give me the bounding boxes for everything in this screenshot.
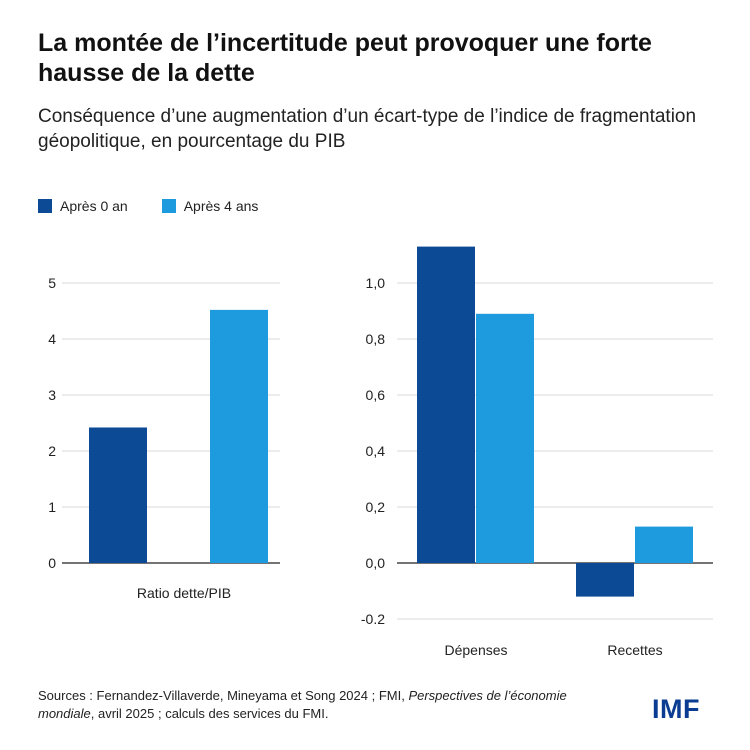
y-tick-label-1-2: 0,2	[366, 499, 386, 515]
y-tick-label-1-4: 0,6	[366, 387, 386, 403]
legend-swatch-after-0	[38, 199, 52, 213]
legend: Après 0 an Après 4 ans	[38, 198, 292, 214]
y-tick-label-0-4: 4	[48, 331, 56, 347]
legend-item-after-0: Après 0 an	[38, 198, 128, 214]
chart-subtitle: Conséquence d’une augmentation d’un écar…	[38, 106, 697, 152]
sources-suffix: , avril 2025 ; calculs des services du F…	[90, 706, 329, 721]
category-label-0-0: Ratio dette/PIB	[137, 585, 231, 601]
y-tick-label-0-2: 2	[48, 443, 56, 459]
bar-1-0-1	[476, 313, 534, 563]
sources-italic: Perspectives de l’économie mondiale	[38, 688, 567, 721]
category-label-1-0: Dépenses	[444, 642, 507, 658]
legend-swatch-after-4	[161, 199, 176, 213]
y-tick-label-0-3: 3	[48, 387, 56, 403]
legend-label-after-4: Après 4 ans	[183, 198, 259, 214]
y-tick-label-1-6: 1,0	[366, 275, 386, 291]
sources-note: Sources : Fernandez-Villaverde, Mineyama…	[38, 687, 598, 723]
category-label-1-1: Recettes	[607, 642, 662, 658]
bar-0-0-1	[210, 309, 268, 563]
imf-logo: IMF	[652, 694, 700, 724]
chart-title: La montée de l’incertitude peut provoque…	[38, 29, 652, 87]
y-tick-label-1-1: 0,0	[366, 555, 386, 571]
legend-label-after-0: Après 0 an	[60, 198, 128, 214]
y-tick-label-0-0: 0	[48, 555, 56, 571]
sources-prefix: Sources : Fernandez-Villaverde, Mineyama…	[38, 688, 409, 703]
y-tick-label-0-5: 5	[48, 275, 56, 291]
bar-1-1-1	[635, 526, 693, 563]
y-tick-label-1-3: 0,4	[366, 443, 386, 459]
legend-item-after-4: Après 4 ans	[161, 198, 259, 214]
y-tick-label-1-0: -0.2	[361, 611, 385, 627]
y-tick-label-0-1: 1	[48, 499, 56, 515]
y-tick-label-1-5: 0,8	[366, 331, 386, 347]
bar-1-1-0	[576, 563, 634, 597]
bar-0-0-0	[89, 427, 147, 563]
bar-1-0-0	[417, 246, 475, 563]
